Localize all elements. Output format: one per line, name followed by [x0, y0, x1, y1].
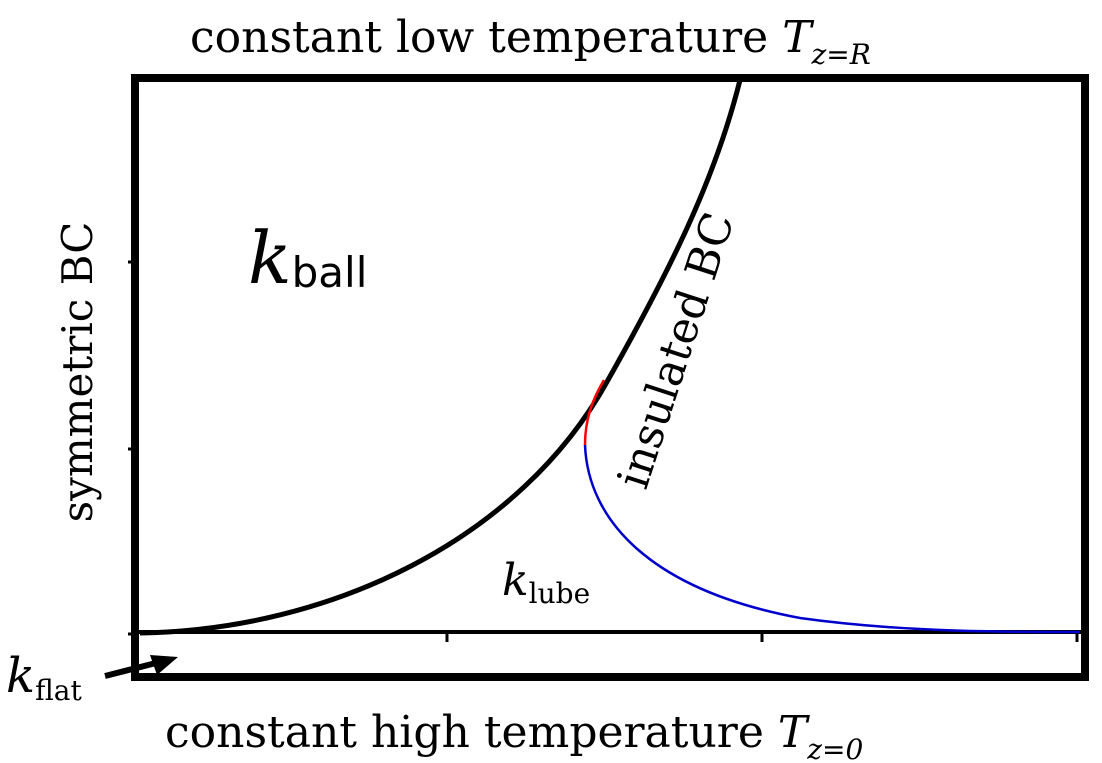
lube-curve-blue-segment — [583, 444, 1081, 634]
top-boundary-label: constant low temperature Tz=R — [190, 12, 871, 71]
tick-marks — [128, 260, 1079, 642]
k-flat-arrow — [104, 655, 178, 679]
ball-boundary-curve — [139, 79, 743, 636]
k-flat-label: kflat — [6, 648, 82, 707]
k-ball-label: kball — [248, 216, 367, 300]
domain-frame — [131, 74, 1089, 681]
lube-curve-red-segment — [583, 379, 606, 446]
left-boundary-label: symmetric BC — [53, 222, 102, 523]
bottom-boundary-label: constant high temperature Tz=0 — [165, 707, 863, 763]
k-lube-label: klube — [502, 555, 590, 610]
